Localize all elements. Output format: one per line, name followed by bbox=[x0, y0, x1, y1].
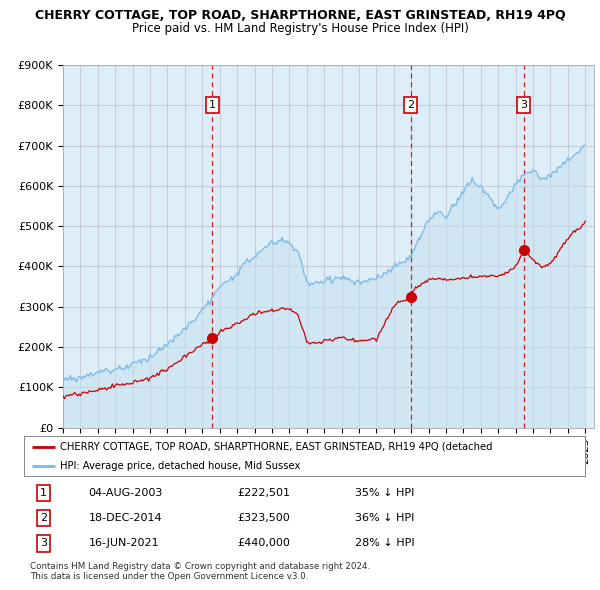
Text: 1: 1 bbox=[40, 488, 47, 498]
Text: £323,500: £323,500 bbox=[237, 513, 290, 523]
Text: 35% ↓ HPI: 35% ↓ HPI bbox=[355, 488, 415, 498]
Text: 36% ↓ HPI: 36% ↓ HPI bbox=[355, 513, 415, 523]
Text: 04-AUG-2003: 04-AUG-2003 bbox=[89, 488, 163, 498]
Text: 1: 1 bbox=[209, 100, 216, 110]
Text: Price paid vs. HM Land Registry's House Price Index (HPI): Price paid vs. HM Land Registry's House … bbox=[131, 22, 469, 35]
Text: 28% ↓ HPI: 28% ↓ HPI bbox=[355, 539, 415, 549]
Text: CHERRY COTTAGE, TOP ROAD, SHARPTHORNE, EAST GRINSTEAD, RH19 4PQ: CHERRY COTTAGE, TOP ROAD, SHARPTHORNE, E… bbox=[35, 9, 565, 22]
Text: Contains HM Land Registry data © Crown copyright and database right 2024.
This d: Contains HM Land Registry data © Crown c… bbox=[30, 562, 370, 581]
Text: £222,501: £222,501 bbox=[237, 488, 290, 498]
Text: HPI: Average price, detached house, Mid Sussex: HPI: Average price, detached house, Mid … bbox=[61, 461, 301, 471]
Text: 2: 2 bbox=[407, 100, 414, 110]
Text: 3: 3 bbox=[520, 100, 527, 110]
Text: 3: 3 bbox=[40, 539, 47, 549]
Text: 18-DEC-2014: 18-DEC-2014 bbox=[89, 513, 162, 523]
Text: 2: 2 bbox=[40, 513, 47, 523]
Text: CHERRY COTTAGE, TOP ROAD, SHARPTHORNE, EAST GRINSTEAD, RH19 4PQ (detached: CHERRY COTTAGE, TOP ROAD, SHARPTHORNE, E… bbox=[61, 442, 493, 452]
Text: 16-JUN-2021: 16-JUN-2021 bbox=[89, 539, 159, 549]
Text: £440,000: £440,000 bbox=[237, 539, 290, 549]
